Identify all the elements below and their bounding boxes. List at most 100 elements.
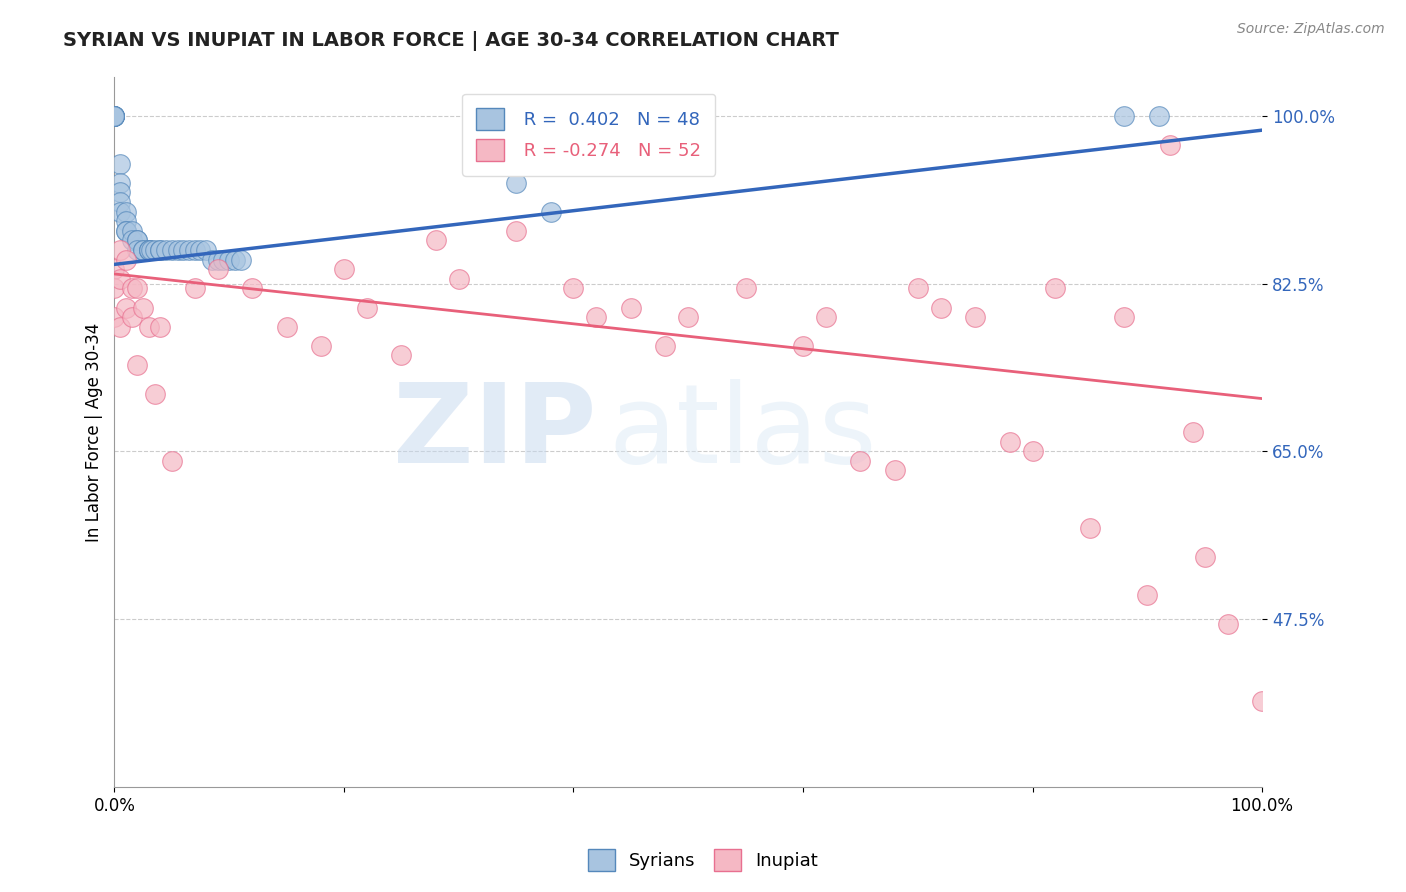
- Point: [138, 319, 160, 334]
- Point: [425, 234, 447, 248]
- Point: [132, 243, 155, 257]
- Point: [1114, 109, 1136, 123]
- Point: [195, 243, 218, 257]
- Point: [849, 454, 872, 468]
- Point: [143, 243, 166, 257]
- Point: [108, 176, 131, 190]
- Point: [108, 243, 131, 257]
- Point: [149, 243, 172, 257]
- Point: [115, 224, 138, 238]
- Point: [127, 358, 149, 372]
- Point: [103, 109, 125, 123]
- Point: [138, 243, 160, 257]
- Point: [585, 310, 607, 324]
- Point: [108, 319, 131, 334]
- Point: [127, 234, 149, 248]
- Point: [998, 434, 1021, 449]
- Point: [505, 176, 527, 190]
- Point: [276, 319, 298, 334]
- Point: [929, 301, 952, 315]
- Point: [108, 195, 131, 210]
- Point: [907, 281, 929, 295]
- Point: [103, 310, 125, 324]
- Point: [734, 281, 756, 295]
- Point: [389, 348, 412, 362]
- Point: [108, 272, 131, 286]
- Point: [132, 301, 155, 315]
- Point: [115, 204, 138, 219]
- Point: [184, 281, 207, 295]
- Point: [121, 234, 143, 248]
- Point: [172, 243, 194, 257]
- Legend: Syrians, Inupiat: Syrians, Inupiat: [581, 842, 825, 879]
- Point: [814, 310, 837, 324]
- Point: [676, 310, 699, 324]
- Point: [121, 281, 143, 295]
- Y-axis label: In Labor Force | Age 30-34: In Labor Force | Age 30-34: [86, 323, 103, 541]
- Point: [1147, 109, 1170, 123]
- Point: [1114, 310, 1136, 324]
- Point: [190, 243, 212, 257]
- Point: [139, 243, 162, 257]
- Point: [1136, 588, 1159, 602]
- Text: atlas: atlas: [607, 378, 876, 485]
- Point: [620, 301, 643, 315]
- Point: [115, 252, 138, 267]
- Point: [108, 204, 131, 219]
- Point: [792, 339, 814, 353]
- Point: [108, 157, 131, 171]
- Point: [160, 243, 183, 257]
- Point: [447, 272, 470, 286]
- Point: [1078, 521, 1101, 535]
- Point: [309, 339, 332, 353]
- Point: [138, 243, 160, 257]
- Text: Source: ZipAtlas.com: Source: ZipAtlas.com: [1237, 22, 1385, 37]
- Legend:  R =  0.402   N = 48,  R = -0.274   N = 52: R = 0.402 N = 48, R = -0.274 N = 52: [463, 94, 716, 176]
- Point: [121, 224, 143, 238]
- Point: [115, 214, 138, 228]
- Point: [103, 109, 125, 123]
- Point: [1194, 549, 1216, 564]
- Point: [103, 262, 125, 277]
- Point: [184, 243, 207, 257]
- Point: [207, 262, 229, 277]
- Point: [103, 109, 125, 123]
- Point: [115, 301, 138, 315]
- Point: [1045, 281, 1067, 295]
- Point: [1159, 137, 1181, 152]
- Point: [155, 243, 177, 257]
- Point: [333, 262, 356, 277]
- Point: [143, 386, 166, 401]
- Point: [229, 252, 252, 267]
- Point: [201, 252, 224, 267]
- Point: [1021, 444, 1043, 458]
- Point: [207, 252, 229, 267]
- Point: [224, 252, 246, 267]
- Point: [356, 301, 378, 315]
- Text: ZIP: ZIP: [394, 378, 596, 485]
- Point: [149, 319, 172, 334]
- Point: [138, 243, 160, 257]
- Point: [103, 109, 125, 123]
- Point: [1216, 616, 1239, 631]
- Point: [103, 109, 125, 123]
- Point: [240, 281, 263, 295]
- Point: [103, 109, 125, 123]
- Point: [540, 204, 562, 219]
- Point: [127, 281, 149, 295]
- Point: [115, 224, 138, 238]
- Point: [965, 310, 987, 324]
- Point: [121, 310, 143, 324]
- Point: [149, 243, 172, 257]
- Point: [505, 224, 527, 238]
- Point: [218, 252, 240, 267]
- Point: [127, 234, 149, 248]
- Point: [166, 243, 188, 257]
- Point: [562, 281, 585, 295]
- Point: [108, 186, 131, 200]
- Point: [127, 243, 149, 257]
- Point: [883, 463, 905, 477]
- Point: [132, 243, 155, 257]
- Point: [654, 339, 676, 353]
- Point: [212, 252, 235, 267]
